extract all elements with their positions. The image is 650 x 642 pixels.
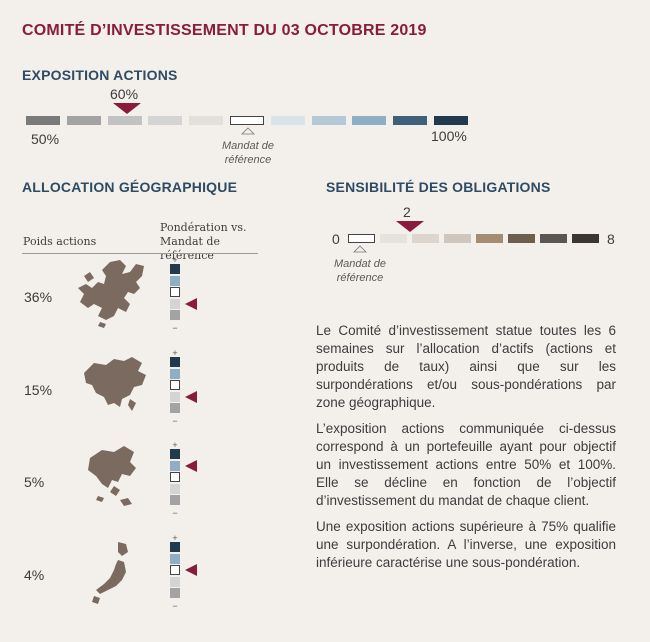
exposition-scale-segment <box>148 116 183 125</box>
ponderation-scale-block <box>170 449 180 459</box>
obligations-min-label: 0 <box>332 231 340 247</box>
ponderation-scale-block <box>170 368 180 379</box>
exposition-scale-segment <box>189 116 224 125</box>
exposition-scale-segment <box>107 116 142 125</box>
ponderation-scale-block <box>170 403 180 413</box>
region-weight: 15% <box>24 382 53 398</box>
obligations-scale-segment <box>412 234 439 243</box>
geo-divider <box>22 253 258 254</box>
exposition-scale-segment <box>393 116 428 125</box>
exposition-scale-segment <box>352 116 387 125</box>
ponderation-scale-block <box>170 565 180 575</box>
exposition-scale-segment <box>230 116 264 125</box>
exposition-scale-segment <box>270 116 305 125</box>
obligations-scale-segment <box>572 234 599 243</box>
commentary-paragraph: Une exposition actions supérieure à 75% … <box>316 519 616 570</box>
obligations-scale-segment <box>348 234 375 243</box>
geo-col-weight: Poids actions <box>23 235 97 248</box>
europe-map-icon <box>78 260 144 328</box>
exposition-scale <box>26 116 471 126</box>
exposition-current-label: 60% <box>110 86 139 102</box>
minus-sign: − <box>172 322 178 333</box>
ponderation-scale-block <box>170 357 180 367</box>
japan-map-icon <box>92 542 128 604</box>
plus-sign: + <box>172 255 178 265</box>
ponderation-marker-icon <box>185 297 197 310</box>
obligations-scale-segment <box>540 234 567 243</box>
ponderation-scale-block <box>170 287 180 297</box>
ponderation-scale-block <box>170 495 180 505</box>
plus-sign: + <box>172 533 178 543</box>
ponderation-scale-block <box>170 310 180 320</box>
ponderation-scale-block <box>170 483 180 494</box>
geo-col-ponderation: Pondération vs. Mandat de référence <box>160 221 247 262</box>
page-title: COMITÉ D’INVESTISSEMENT DU 03 OCTOBRE 20… <box>22 22 427 39</box>
exposition-heading: EXPOSITION ACTIONS <box>22 67 178 83</box>
commentary-paragraph: L’exposition actions communiquée ci-dess… <box>316 421 616 508</box>
ponderation-scale-block <box>170 391 180 402</box>
exposition-scale-segment <box>66 116 101 125</box>
obligations-max-label: 8 <box>607 231 615 247</box>
obligations-scale-segment <box>508 234 535 243</box>
ponderation-scale-block <box>170 576 180 587</box>
commentary-paragraph: Le Comité d’investissement statue toutes… <box>316 323 616 410</box>
exposition-scale-segment <box>26 116 60 125</box>
obligations-reference-label: Mandat de référence <box>334 258 386 284</box>
north-america-map-icon <box>84 357 146 411</box>
minus-sign: − <box>172 415 178 426</box>
asia-map-icon <box>88 446 136 506</box>
obligations-scale-segment <box>380 234 407 243</box>
plus-sign: + <box>172 440 178 450</box>
ponderation-scale-block <box>170 275 180 286</box>
ponderation-scale-block <box>170 264 180 274</box>
reference-marker-icon <box>353 245 367 253</box>
commentary: Le Comité d’investissement statue toutes… <box>316 322 616 572</box>
ponderation-scale-block <box>170 542 180 552</box>
region-weight: 4% <box>24 567 45 583</box>
region-weight: 36% <box>24 289 53 305</box>
ponderation-scale-block <box>170 588 180 598</box>
region-weight: 5% <box>24 474 45 490</box>
ponderation-scale-block <box>170 380 180 390</box>
ponderation-scale-block <box>170 298 180 309</box>
obligations-scale-segment <box>444 234 471 243</box>
exposition-marker-icon <box>113 103 141 114</box>
ponderation-scale-block <box>170 472 180 482</box>
exposition-reference-label: Mandat de référence <box>222 140 274 166</box>
exposition-min-label: 50% <box>31 131 60 147</box>
exposition-scale-segment <box>311 116 346 125</box>
exposition-scale-segment <box>434 116 468 125</box>
minus-sign: − <box>172 507 178 518</box>
ponderation-marker-icon <box>185 564 197 576</box>
geo-heading: ALLOCATION GÉOGRAPHIQUE <box>22 179 238 195</box>
obligations-scale-segment <box>476 234 503 243</box>
exposition-max-label: 100% <box>431 128 467 144</box>
obligations-current-label: 2 <box>403 204 411 220</box>
obligations-scale <box>348 234 600 244</box>
obligations-heading: SENSIBILITÉ DES OBLIGATIONS <box>326 179 551 195</box>
ponderation-marker-icon <box>185 390 197 403</box>
ponderation-scale-block <box>170 553 180 564</box>
reference-marker-icon <box>241 127 255 135</box>
ponderation-marker-icon <box>185 459 197 472</box>
ponderation-scale-block <box>170 460 180 471</box>
obligations-marker-icon <box>396 221 424 232</box>
minus-sign: − <box>172 600 178 611</box>
plus-sign: + <box>172 348 178 358</box>
